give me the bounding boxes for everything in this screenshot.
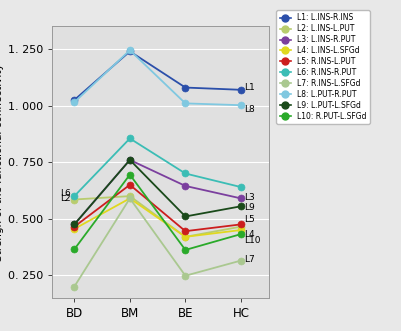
Text: L6: L6 (60, 189, 71, 198)
Text: L2: L2 (61, 194, 71, 203)
Text: L10: L10 (244, 236, 261, 245)
Text: L8: L8 (244, 105, 255, 114)
Text: L3: L3 (244, 193, 255, 202)
Text: L4: L4 (244, 230, 255, 239)
Text: L7: L7 (244, 255, 255, 264)
Text: L5: L5 (244, 215, 255, 224)
Y-axis label: Strengh of the functional connectivity: Strengh of the functional connectivity (0, 63, 4, 261)
Text: L1: L1 (244, 83, 255, 92)
Legend: L1: L.INS-R.INS, L2: L.INS-L.PUT, L3: L.INS-R.PUT, L4: L.INS-L.SFGd, L5: R.INS-L: L1: L.INS-R.INS, L2: L.INS-L.PUT, L3: L.… (277, 11, 370, 124)
Text: L9: L9 (244, 203, 255, 212)
